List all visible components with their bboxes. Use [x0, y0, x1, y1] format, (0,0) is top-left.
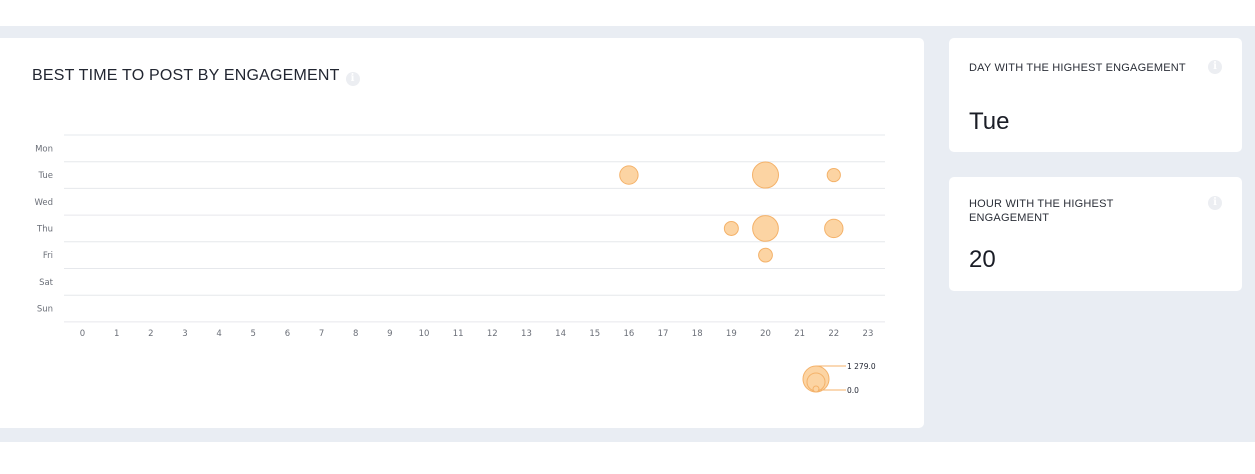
y-tick-label: Thu — [36, 224, 53, 234]
x-tick-label: 13 — [521, 329, 532, 339]
x-tick-label: 18 — [692, 329, 703, 339]
y-tick-label: Tue — [37, 171, 53, 181]
highest-day-value: Tue — [969, 108, 1010, 135]
data-bubble — [619, 165, 639, 185]
x-tick-label: 7 — [319, 329, 324, 339]
highest-hour-title: HOUR WITH THE HIGHEST ENGAGEMENT — [969, 198, 1114, 224]
x-tick-label: 23 — [863, 329, 874, 339]
x-tick-label: 21 — [794, 329, 805, 339]
x-tick-label: 2 — [148, 329, 153, 339]
info-icon[interactable]: i — [345, 72, 360, 86]
x-tick-label: 1 — [114, 329, 119, 339]
y-tick-label: Sat — [39, 278, 54, 288]
x-tick-label: 14 — [555, 329, 566, 339]
legend-min-label: 0.0 — [847, 386, 859, 395]
x-tick-label: 0 — [80, 329, 85, 339]
legend-bubble-min — [812, 385, 820, 393]
data-bubble — [752, 215, 779, 242]
x-tick-label: 19 — [726, 329, 737, 339]
data-bubble — [826, 167, 841, 183]
data-bubble — [824, 218, 844, 239]
x-tick-label: 17 — [658, 329, 669, 339]
y-tick-label: Sun — [37, 305, 53, 315]
x-tick-label: 10 — [419, 329, 430, 339]
y-tick-label: Wed — [34, 198, 53, 208]
data-bubble — [752, 161, 779, 189]
best-time-title: BEST TIME TO POST BY ENGAGEMENT i — [32, 67, 360, 86]
info-icon[interactable]: i — [1208, 196, 1222, 210]
y-tick-label: Mon — [35, 144, 53, 154]
x-tick-label: 6 — [285, 329, 290, 339]
legend-max-label: 1 279.0 — [847, 362, 876, 371]
highest-hour-value: 20 — [969, 246, 996, 273]
best-time-title-text: BEST TIME TO POST BY ENGAGEMENT — [32, 67, 340, 84]
data-bubble — [723, 220, 739, 236]
highest-day-card: DAY WITH THE HIGHEST ENGAGEMENT i Tue — [949, 38, 1242, 152]
x-tick-label: 11 — [453, 329, 464, 339]
x-tick-label: 22 — [828, 329, 839, 339]
x-tick-label: 16 — [623, 329, 634, 339]
x-tick-label: 9 — [387, 329, 392, 339]
x-tick-label: 8 — [353, 329, 358, 339]
data-bubble — [758, 247, 773, 263]
info-icon[interactable]: i — [1208, 60, 1222, 74]
x-tick-label: 3 — [182, 329, 187, 339]
x-tick-label: 15 — [589, 329, 600, 339]
highest-day-title: DAY WITH THE HIGHEST ENGAGEMENT — [969, 62, 1186, 74]
x-tick-label: 5 — [251, 329, 256, 339]
highest-hour-card: HOUR WITH THE HIGHEST ENGAGEMENT i 20 — [949, 177, 1242, 291]
x-tick-label: 20 — [760, 329, 771, 339]
x-tick-label: 4 — [216, 329, 221, 339]
y-tick-label: Fri — [43, 251, 53, 261]
x-tick-label: 12 — [487, 329, 498, 339]
